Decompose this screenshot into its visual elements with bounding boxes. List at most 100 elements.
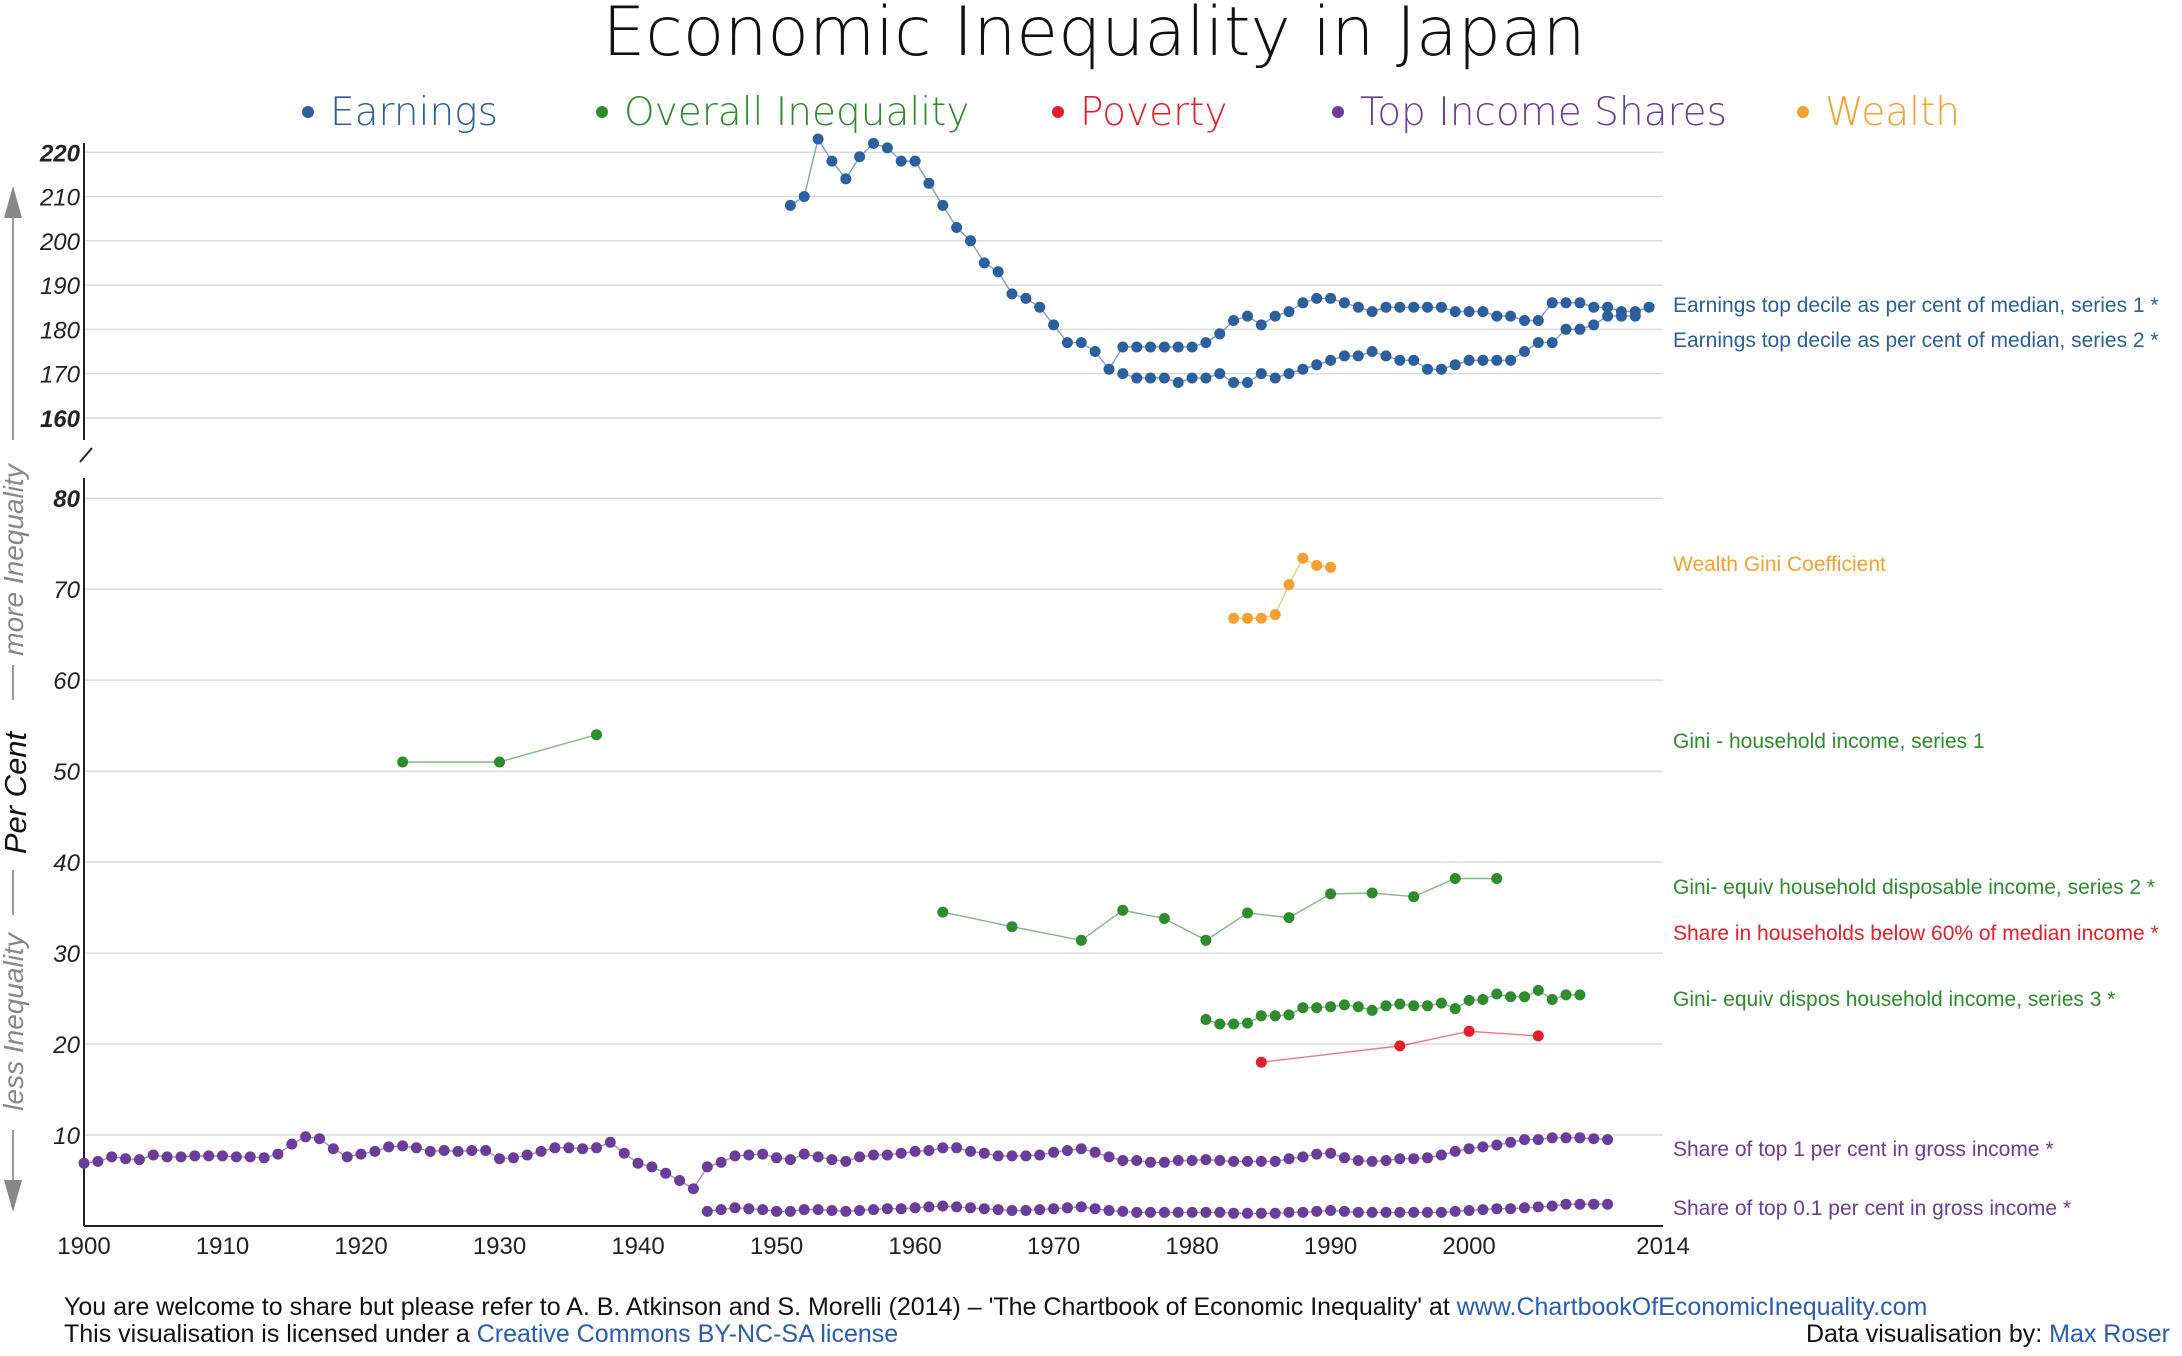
data-point (1228, 315, 1240, 326)
data-point (812, 133, 824, 145)
series-line (1205, 989, 1580, 1025)
series-label: Gini- equiv dispos household income, ser… (1673, 988, 2115, 1011)
legend: Earnings Overall Inequality Poverty Top Inc… (302, 90, 1960, 135)
data-point (300, 1131, 312, 1143)
chart-title: Economic Inequality in Japan (602, 0, 1585, 72)
x-tick-label: 1930 (473, 1233, 526, 1260)
data-point (1449, 359, 1461, 371)
data-point (1089, 1146, 1101, 1158)
data-point (1352, 1206, 1364, 1218)
data-point (1117, 1205, 1129, 1217)
title-layer: Economic Inequality in Japan (602, 0, 1585, 72)
data-point (909, 1145, 921, 1157)
data-point (577, 1143, 589, 1155)
data-point (1408, 1000, 1420, 1012)
down-arrow-icon (4, 1180, 22, 1212)
data-point (1449, 306, 1461, 318)
data-point (1006, 921, 1018, 933)
data-point (1422, 1000, 1433, 1012)
data-point (729, 1150, 741, 1162)
data-point (604, 1136, 616, 1148)
data-point (1629, 310, 1641, 322)
data-point (1283, 912, 1295, 924)
data-point (1269, 372, 1281, 384)
data-point (1172, 377, 1184, 388)
data-point (868, 1149, 879, 1161)
data-point (951, 1142, 963, 1154)
x-tick-label: 1900 (57, 1233, 110, 1260)
y-tick-label: 80 (53, 486, 80, 513)
data-point (951, 222, 963, 233)
y-axis-title: Per Cent (0, 730, 33, 854)
axis-break-mark (79, 447, 93, 463)
author-link[interactable]: Max Roser (2049, 1320, 2170, 1348)
data-point (854, 1205, 866, 1216)
data-point (1394, 1206, 1406, 1218)
data-point (1061, 1202, 1073, 1214)
data-point (563, 1142, 575, 1154)
data-point (1380, 350, 1392, 362)
data-point (1422, 1152, 1433, 1164)
data-point (1255, 1056, 1267, 1068)
data-point (1338, 1152, 1350, 1164)
series-label: Gini- equiv household disposable income,… (1673, 876, 2155, 899)
data-point (1366, 346, 1378, 357)
series-label: Earnings top decile as per cent of media… (1673, 294, 2159, 317)
data-point (1422, 1206, 1433, 1218)
data-point (965, 1202, 976, 1214)
data-point (1519, 1202, 1530, 1214)
series-1 (1117, 310, 1641, 388)
y-tick-label: 50 (53, 759, 80, 786)
data-point (937, 906, 949, 918)
data-point (1075, 1201, 1087, 1213)
data-point (1200, 1014, 1212, 1025)
data-point (1477, 994, 1489, 1005)
data-point (1394, 354, 1406, 366)
data-point (1020, 1205, 1032, 1216)
data-point (1588, 1133, 1600, 1145)
data-point (1505, 991, 1517, 1003)
data-point (1435, 301, 1447, 313)
data-point (618, 1147, 630, 1159)
data-point (1463, 1025, 1475, 1037)
footer-credit: Data visualisation by: Max Roser (1806, 1320, 2170, 1349)
data-point (1311, 359, 1323, 371)
data-point (743, 1203, 755, 1215)
data-point (1242, 612, 1253, 624)
data-point (729, 1202, 741, 1214)
data-point (1075, 337, 1087, 349)
data-point (1338, 297, 1350, 309)
series-label: Wealth Gini Coefficient (1673, 553, 1886, 576)
data-point (1366, 1004, 1378, 1016)
data-point (992, 1204, 1004, 1216)
data-point (937, 1142, 949, 1154)
legend-label: Earnings (330, 90, 498, 135)
chartbook-link[interactable]: www.ChartbookOfEconomicInequality.com (1456, 1293, 1928, 1321)
data-point (521, 1149, 533, 1161)
data-point (909, 155, 921, 167)
data-point (923, 177, 935, 189)
x-tick-label: 1940 (611, 1233, 664, 1260)
data-point (1463, 1143, 1475, 1155)
up-arrow-icon (4, 186, 22, 218)
data-point (1560, 989, 1572, 1001)
data-point (1131, 1155, 1143, 1166)
data-point (369, 1145, 381, 1157)
data-point (1463, 994, 1475, 1006)
data-point (1186, 372, 1198, 384)
data-point (1505, 310, 1517, 322)
data-point (1435, 1149, 1447, 1161)
data-point (1449, 1003, 1461, 1015)
data-point (965, 235, 976, 247)
data-point (1255, 319, 1267, 331)
data-point (1602, 1198, 1614, 1210)
data-point (1242, 1017, 1253, 1029)
legend-item-wealth: Wealth (1797, 90, 1960, 135)
data-point (784, 1205, 796, 1217)
x-tick-label: 1920 (334, 1233, 387, 1260)
data-point (715, 1204, 727, 1216)
license-link[interactable]: Creative Commons BY-NC-SA license (476, 1320, 899, 1348)
data-point (314, 1133, 325, 1145)
less-inequality-label: less Inequality (0, 931, 29, 1110)
data-point (1255, 1010, 1267, 1022)
